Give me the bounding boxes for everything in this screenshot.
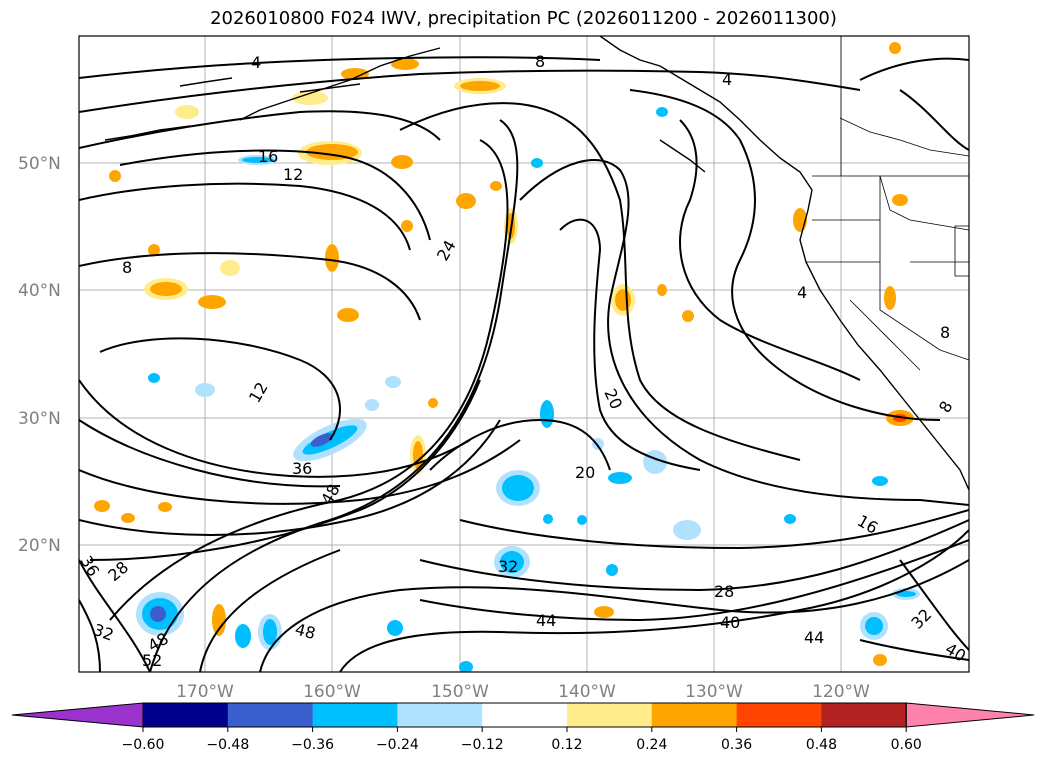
iwv-contours [79, 56, 969, 672]
contour-label: 28 [714, 582, 734, 601]
contour-label: 52 [142, 651, 162, 670]
lon-label: 140°W [558, 682, 616, 702]
lon-label: 150°W [431, 682, 489, 702]
contour-label: 44 [804, 628, 824, 647]
lat-label: 50°N [18, 154, 61, 174]
colorbar-tick-label: −0.12 [461, 737, 504, 753]
colorbar-segment [143, 703, 229, 727]
gridlines [79, 36, 969, 672]
colorbar-segment [312, 703, 398, 727]
lon-label: 160°W [303, 682, 361, 702]
contour-label: 8 [122, 258, 132, 277]
contour-label: 36 [292, 459, 312, 478]
map-title: 2026010800 F024 IWV, precipitation PC (2… [210, 8, 837, 29]
colorbar-tick-label: 0.12 [551, 737, 582, 753]
lon-label: 130°W [685, 682, 743, 702]
colorbar-tick-label: 0.36 [721, 737, 752, 753]
contour-label: 4 [797, 283, 807, 302]
lat-label: 20°N [18, 536, 61, 556]
colorbar-segment [821, 703, 907, 727]
contour-label: 40 [720, 613, 740, 632]
contour-label: 8 [535, 52, 545, 71]
colorbar-segment [227, 703, 314, 727]
lon-label: 170°W [176, 682, 234, 702]
colorbar-tick-label: −0.48 [206, 737, 249, 753]
colorbar-tick-label: −0.60 [122, 737, 165, 753]
contour-label: 8 [940, 323, 950, 342]
contour-label: 20 [575, 463, 595, 482]
colorbar-tick-label: 0.24 [636, 737, 667, 753]
colorbar-tick-label: 0.48 [806, 737, 837, 753]
contour-label: 4 [251, 53, 261, 72]
colorbar: −0.60 −0.48 −0.36 −0.24 −0.12 0.12 0.24 0.36 0.4… [11, 702, 1035, 753]
colorbar-segment [567, 703, 653, 727]
colorbar-segment [397, 703, 483, 727]
colorbar-segment [482, 703, 568, 727]
colorbar-extend-high [905, 702, 1035, 728]
contour-label: 16 [258, 147, 278, 166]
lat-label: 40°N [18, 281, 61, 301]
colorbar-extend-low [11, 702, 144, 728]
latitude-labels: 50°N 40°N 30°N 20°N [18, 154, 61, 556]
contour-label: 48 [293, 620, 318, 644]
lat-label: 30°N [18, 409, 61, 429]
longitude-labels: 170°W 160°W 150°W 140°W 130°W 120°W [176, 682, 870, 702]
colorbar-tick-label: 0.60 [891, 737, 922, 753]
colorbar-segment [651, 703, 738, 727]
map-frame [78, 35, 970, 673]
colorbar-tick-label: −0.24 [376, 737, 419, 753]
contour-label: 32 [498, 557, 518, 576]
map-area [79, 36, 969, 672]
colorbar-outline [142, 702, 907, 728]
contour-label: 44 [536, 611, 556, 630]
colorbar-tick-label: −0.36 [291, 737, 334, 753]
political-borders [806, 36, 969, 371]
contour-label: 12 [283, 165, 303, 184]
lon-label: 120°W [812, 682, 870, 702]
contour-label: 4 [722, 70, 732, 89]
colorbar-segment [736, 703, 822, 727]
